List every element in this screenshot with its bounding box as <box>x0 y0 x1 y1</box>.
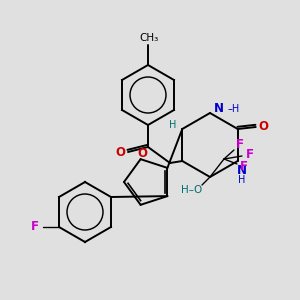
Text: O: O <box>138 147 148 160</box>
Text: CH₃: CH₃ <box>140 33 159 43</box>
Text: H–O: H–O <box>182 185 203 195</box>
Text: F: F <box>236 139 244 152</box>
Text: F: F <box>31 220 39 233</box>
Text: –H: –H <box>228 104 240 114</box>
Text: H: H <box>238 175 245 185</box>
Text: F: F <box>246 148 254 161</box>
Text: N: N <box>214 103 224 116</box>
Text: H: H <box>169 120 176 130</box>
Text: N: N <box>237 164 247 178</box>
Text: F: F <box>240 160 248 173</box>
Text: O: O <box>115 146 125 160</box>
Text: O: O <box>259 119 269 133</box>
